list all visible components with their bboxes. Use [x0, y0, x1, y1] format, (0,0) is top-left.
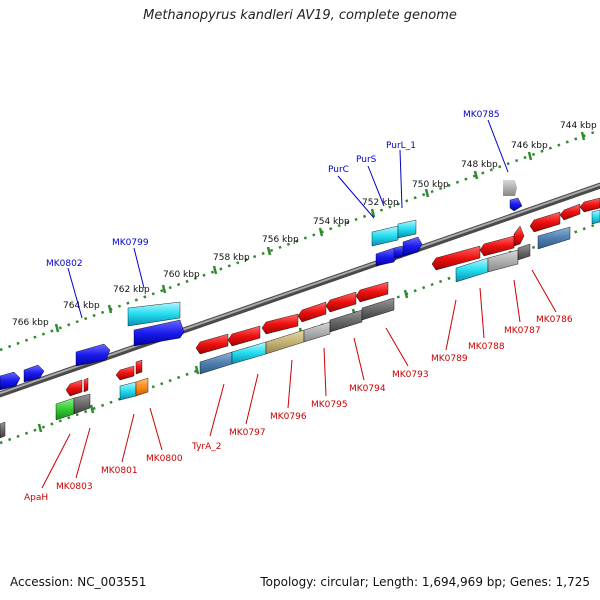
ruler-label-756: 756 kbp	[262, 235, 299, 245]
gene-mk0802[interactable]	[75, 343, 111, 367]
topology-text: Topology: circular; Length: 1,694,969 bp…	[260, 575, 590, 589]
reverse-labels: MK0786 MK0787 MK0788 MK0789 MK0793 MK079…	[24, 269, 573, 503]
forward-labels: MK0785 PurL_1 PurS PurC MK0799 MK0802	[46, 110, 509, 319]
gene-left-blue-2[interactable]	[23, 364, 45, 383]
label-mk0787[interactable]: MK0787	[504, 326, 541, 336]
reverse-genes	[0, 197, 600, 439]
gene-left-gray[interactable]	[0, 421, 6, 439]
ruler-label-766: 766 kbp	[12, 318, 49, 328]
label-mk0801[interactable]: MK0801	[101, 466, 138, 476]
gene-purL-blue-3[interactable]	[402, 236, 423, 257]
label-mk0793[interactable]: MK0793	[392, 370, 429, 380]
gene-apaH-red[interactable]	[65, 379, 83, 397]
accession-text: Accession: NC_003551	[10, 575, 147, 589]
label-mk0795[interactable]: MK0795	[311, 400, 348, 410]
gene-right-cyan[interactable]	[591, 209, 600, 225]
gene-mk0799[interactable]	[127, 301, 181, 327]
gene-red-a[interactable]	[431, 245, 481, 271]
gene-mk0795-gray[interactable]	[303, 321, 331, 343]
gene-red-f[interactable]	[261, 313, 299, 335]
gene-red-d[interactable]	[195, 333, 229, 355]
gene-red-c[interactable]	[513, 225, 525, 247]
gene-mk0787-gray[interactable]	[487, 249, 519, 273]
gene-apaH-green[interactable]	[55, 397, 75, 421]
map-title: Methanopyrus kandleri AV19, complete gen…	[143, 8, 457, 23]
gene-mk0793-dark[interactable]	[361, 297, 395, 321]
gene-mk0801-cyan[interactable]	[119, 381, 137, 401]
gene-red-right-2[interactable]	[559, 203, 581, 221]
label-mk0789[interactable]: MK0789	[431, 354, 468, 364]
gene-mk0797-cyan[interactable]	[231, 341, 267, 365]
label-mk0785[interactable]: MK0785	[463, 110, 500, 120]
forward-genes	[0, 180, 600, 391]
gene-red-i[interactable]	[355, 281, 389, 303]
gene-mk0785[interactable]	[503, 180, 517, 196]
ruler-label-760: 760 kbp	[163, 270, 200, 280]
ruler-label-746: 746 kbp	[511, 141, 548, 151]
gene-tyrA-steel[interactable]	[199, 351, 233, 375]
gene-mk0794-dark[interactable]	[329, 309, 363, 333]
ruler-label-744: 744 kbp	[560, 121, 597, 131]
genome-backbone	[0, 182, 600, 398]
gene-purC[interactable]	[371, 225, 399, 247]
gene-mk0800-orange[interactable]	[135, 377, 149, 397]
label-mk0799[interactable]: MK0799	[112, 238, 149, 248]
ruler-label-764: 764 kbp	[63, 301, 100, 311]
forward-scale-ruler	[0, 128, 600, 352]
gene-mk0799-blue[interactable]	[133, 319, 185, 347]
label-mk0802[interactable]: MK0802	[46, 259, 83, 269]
gene-left-blue-1[interactable]	[0, 371, 21, 391]
gene-mk0785-arrow[interactable]	[509, 197, 523, 212]
label-mk0796[interactable]: MK0796	[270, 412, 307, 422]
gene-mk0796-olive[interactable]	[265, 329, 305, 355]
label-mk0786[interactable]: MK0786	[536, 315, 573, 325]
label-purC[interactable]: PurC	[328, 165, 349, 175]
label-purS[interactable]: PurS	[356, 155, 377, 165]
ruler-label-758: 758 kbp	[213, 253, 250, 263]
label-mk0788[interactable]: MK0788	[468, 342, 505, 352]
label-mk0803[interactable]: MK0803	[56, 482, 93, 492]
ruler-label-754: 754 kbp	[313, 217, 350, 227]
gene-red-e[interactable]	[227, 325, 261, 347]
gene-mk0803-dark[interactable]	[73, 393, 91, 415]
gene-red-right-1[interactable]	[529, 211, 561, 233]
gene-red-right-3[interactable]	[579, 197, 600, 213]
gene-mk0803-red[interactable]	[83, 377, 89, 393]
gene-steel-right[interactable]	[537, 226, 571, 250]
label-mk0797[interactable]: MK0797	[229, 428, 266, 438]
gene-mk0786-dark[interactable]	[517, 243, 531, 261]
gene-red-g[interactable]	[297, 301, 327, 323]
ruler-label-752: 752 kbp	[362, 198, 399, 208]
gene-mk0801-red2[interactable]	[135, 359, 143, 375]
label-tyrA-2[interactable]: TyrA_2	[191, 442, 222, 452]
ruler-label-762: 762 kbp	[113, 285, 150, 295]
ruler-label-750: 750 kbp	[412, 180, 449, 190]
gene-red-h[interactable]	[325, 291, 357, 313]
ruler-labels: 744 kbp 746 kbp 748 kbp 750 kbp 752 kbp …	[12, 121, 597, 328]
label-purL-1[interactable]: PurL_1	[386, 141, 416, 151]
gene-mk0801-red[interactable]	[115, 365, 135, 381]
gene-purL-blue-1[interactable]	[375, 247, 399, 267]
label-mk0800[interactable]: MK0800	[146, 454, 183, 464]
gene-purS[interactable]	[397, 219, 417, 239]
label-mk0794[interactable]: MK0794	[349, 384, 386, 394]
ruler-label-748: 748 kbp	[461, 160, 498, 170]
label-apaH[interactable]: ApaH	[24, 493, 48, 503]
gene-red-b[interactable]	[479, 235, 515, 257]
